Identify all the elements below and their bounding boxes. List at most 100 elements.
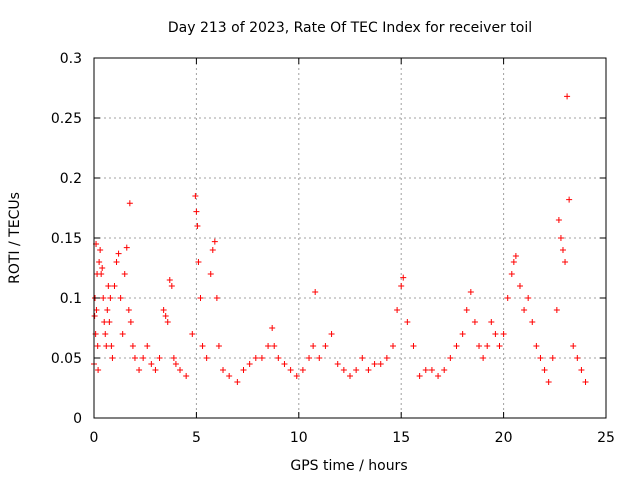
data-point xyxy=(103,343,110,349)
data-point xyxy=(578,367,585,373)
data-point xyxy=(559,247,566,253)
data-point xyxy=(234,379,241,385)
data-point xyxy=(246,361,253,367)
data-point xyxy=(416,373,423,379)
data-point xyxy=(557,235,564,241)
data-point xyxy=(353,367,360,373)
y-tick-label: 0.1 xyxy=(60,291,82,307)
data-point xyxy=(125,307,132,313)
x-tick-label: 0 xyxy=(90,430,99,446)
data-point xyxy=(549,355,556,361)
data-point xyxy=(340,367,347,373)
data-point xyxy=(211,238,218,245)
data-point xyxy=(537,355,544,361)
x-tick-label: 20 xyxy=(495,430,513,446)
data-point xyxy=(390,343,397,349)
data-point xyxy=(299,367,306,373)
data-point xyxy=(113,259,120,265)
x-tick-label: 25 xyxy=(597,430,615,446)
data-point xyxy=(189,331,196,337)
data-point xyxy=(459,331,466,337)
axes: 0 5 10 15 20 25 0 0.05 0.1 0.15 0.2 0.25 0.3 xyxy=(51,51,615,446)
data-point xyxy=(117,295,124,301)
data-point xyxy=(168,283,175,289)
data-point xyxy=(488,319,495,325)
data-point xyxy=(545,379,552,385)
data-point xyxy=(398,283,405,289)
data-point xyxy=(404,319,411,325)
data-point xyxy=(383,355,390,361)
data-point xyxy=(101,319,108,325)
data-point xyxy=(252,355,259,361)
data-point xyxy=(166,277,173,283)
data-point xyxy=(265,343,272,349)
data-point xyxy=(400,274,407,281)
data-point xyxy=(566,196,573,203)
data-point xyxy=(441,367,448,373)
data-point xyxy=(447,355,454,361)
data-point xyxy=(467,289,474,295)
data-point xyxy=(435,373,442,379)
data-point xyxy=(105,283,112,289)
data-point xyxy=(293,373,300,379)
data-point xyxy=(492,331,499,337)
data-point xyxy=(541,367,548,373)
data-point xyxy=(428,367,435,373)
data-point xyxy=(177,367,184,373)
data-point xyxy=(95,367,102,373)
data-point xyxy=(525,295,532,301)
data-point xyxy=(183,373,190,379)
data-point xyxy=(500,331,507,337)
data-point xyxy=(410,343,417,349)
data-point xyxy=(127,319,134,325)
data-point xyxy=(220,367,227,373)
data-point xyxy=(555,217,562,223)
data-point xyxy=(453,343,460,349)
data-point xyxy=(359,355,366,361)
data-point xyxy=(275,355,282,361)
data-point xyxy=(213,295,220,301)
data-point xyxy=(109,355,116,361)
data-point xyxy=(312,289,319,295)
data-point xyxy=(131,355,138,361)
data-point xyxy=(160,307,167,313)
data-point xyxy=(281,361,288,367)
data-point xyxy=(102,331,109,337)
data-point xyxy=(570,343,577,349)
data-point xyxy=(91,313,98,319)
data-point xyxy=(258,355,265,361)
data-point xyxy=(156,355,163,361)
data-point xyxy=(194,223,201,229)
data-point xyxy=(316,355,323,361)
data-point xyxy=(203,355,210,361)
data-point xyxy=(164,319,171,325)
data-point xyxy=(484,343,491,349)
data-point xyxy=(121,271,128,277)
data-point xyxy=(533,343,540,349)
x-tick-label: 15 xyxy=(392,430,410,446)
data-point xyxy=(104,307,111,313)
data-point xyxy=(553,307,560,313)
data-point xyxy=(148,361,155,367)
data-point xyxy=(152,367,159,373)
data-point xyxy=(111,283,118,289)
data-point xyxy=(371,361,378,367)
data-point xyxy=(192,193,199,199)
data-point xyxy=(287,367,294,373)
data-point xyxy=(129,343,136,349)
data-point xyxy=(215,343,222,349)
data-point xyxy=(199,343,206,349)
data-point xyxy=(328,331,335,337)
data-point xyxy=(510,259,517,265)
data-point xyxy=(504,295,511,301)
y-tick-label: 0.05 xyxy=(51,351,82,367)
data-point xyxy=(197,295,204,301)
data-point xyxy=(516,283,523,289)
data-point xyxy=(463,307,470,313)
data-point xyxy=(97,247,104,253)
data-point xyxy=(144,343,151,349)
data-point xyxy=(496,343,503,349)
data-point xyxy=(271,343,278,349)
